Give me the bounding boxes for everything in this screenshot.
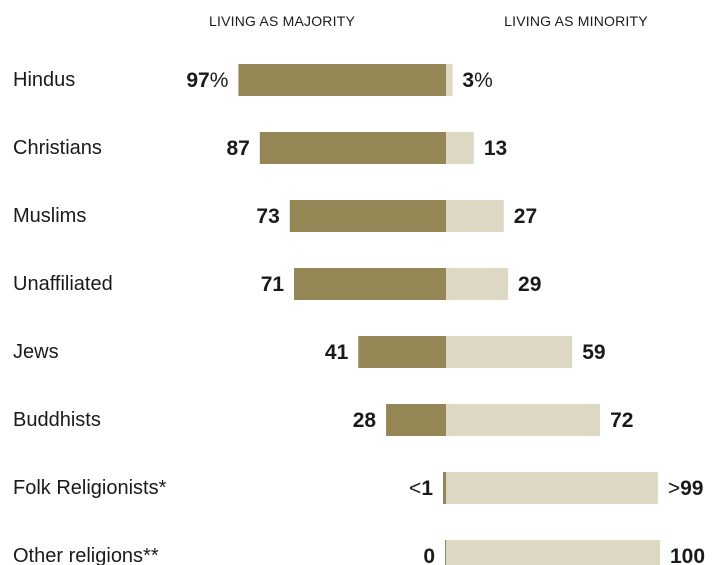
minority-value-label-number: 13 [484, 137, 507, 160]
header-living-as-minority: LIVING AS MINORITY [504, 13, 648, 29]
minority-bar [446, 268, 509, 300]
minority-value-label: 13 [484, 137, 507, 160]
row-christians: Christians 87 13 [13, 132, 507, 164]
minority-value-label: 3% [462, 69, 492, 92]
category-label: Unaffiliated [13, 273, 113, 295]
minority-value-label-number: 3 [462, 69, 474, 92]
majority-value-label-number: 0 [423, 545, 435, 565]
row-folk-religionists: Folk Religionists* <1 >99 [13, 472, 703, 504]
zero-baseline-mark [445, 540, 446, 565]
majority-bar [358, 336, 446, 368]
minority-value-label-number: 72 [610, 409, 633, 432]
minority-value-label: 29 [518, 273, 541, 296]
row-unaffiliated: Unaffiliated 71 29 [13, 268, 541, 300]
category-label: Other religions** [13, 545, 159, 565]
row-muslims: Muslims 73 27 [13, 200, 537, 232]
category-label: Buddhists [13, 409, 101, 431]
minority-bar [446, 200, 504, 232]
majority-value-label-number: 73 [256, 205, 279, 228]
majority-value-label: 87 [226, 137, 249, 160]
minority-value-label-number: 99 [680, 477, 703, 500]
minority-bar [446, 132, 474, 164]
majority-value-label-number: 71 [261, 273, 285, 296]
row-other-religions: Other religions** 0 100 [13, 540, 705, 565]
minority-bar [446, 64, 453, 96]
category-label: Hindus [13, 69, 75, 91]
majority-bar [259, 132, 446, 164]
majority-bar [238, 64, 446, 96]
minority-value-label-prefix: > [668, 477, 680, 500]
minority-value-label: >99 [668, 477, 704, 500]
majority-bar [294, 268, 446, 300]
minority-value-label: 59 [582, 341, 605, 364]
minority-bar [446, 540, 660, 565]
minority-value-label: 100 [670, 545, 705, 565]
minority-value-label-percent-sign: % [474, 69, 493, 92]
majority-value-label-number: 97 [186, 69, 209, 92]
majority-value-label-number: 1 [421, 477, 433, 500]
majority-value-label: 0 [423, 545, 435, 565]
majority-value-label: 41 [325, 341, 349, 364]
minority-bar [446, 404, 601, 436]
majority-value-label-prefix: < [409, 477, 421, 500]
minority-value-label-number: 29 [518, 273, 541, 296]
minority-value-label-number: 100 [670, 545, 705, 565]
category-label: Muslims [13, 205, 86, 227]
majority-bar [386, 404, 446, 436]
minority-bar [446, 472, 658, 504]
minority-value-label-number: 59 [582, 341, 605, 364]
majority-bar [443, 472, 446, 504]
row-buddhists: Buddhists 28 72 [13, 404, 633, 436]
majority-value-label: 28 [353, 409, 377, 432]
minority-value-label: 72 [610, 409, 633, 432]
majority-value-label: 73 [256, 205, 279, 228]
category-label: Folk Religionists* [13, 477, 167, 499]
majority-value-label-number: 28 [353, 409, 377, 432]
majority-value-label: 71 [261, 273, 285, 296]
majority-value-label: <1 [409, 477, 433, 500]
majority-value-label-number: 41 [325, 341, 349, 364]
majority-value-label-number: 87 [226, 137, 249, 160]
header-living-as-majority: LIVING AS MAJORITY [209, 13, 355, 29]
category-label: Christians [13, 137, 102, 159]
minority-value-label-number: 27 [514, 205, 537, 228]
majority-bar [289, 200, 446, 232]
column-headers: LIVING AS MAJORITY LIVING AS MINORITY [209, 13, 648, 29]
majority-value-label-percent-sign: % [210, 69, 229, 92]
row-hindus: Hindus 97% 3% [13, 64, 493, 96]
row-jews: Jews 41 59 [13, 336, 606, 368]
minority-value-label: 27 [514, 205, 537, 228]
category-label: Jews [13, 341, 59, 363]
minority-bar [446, 336, 573, 368]
majority-value-label: 97% [186, 69, 228, 92]
